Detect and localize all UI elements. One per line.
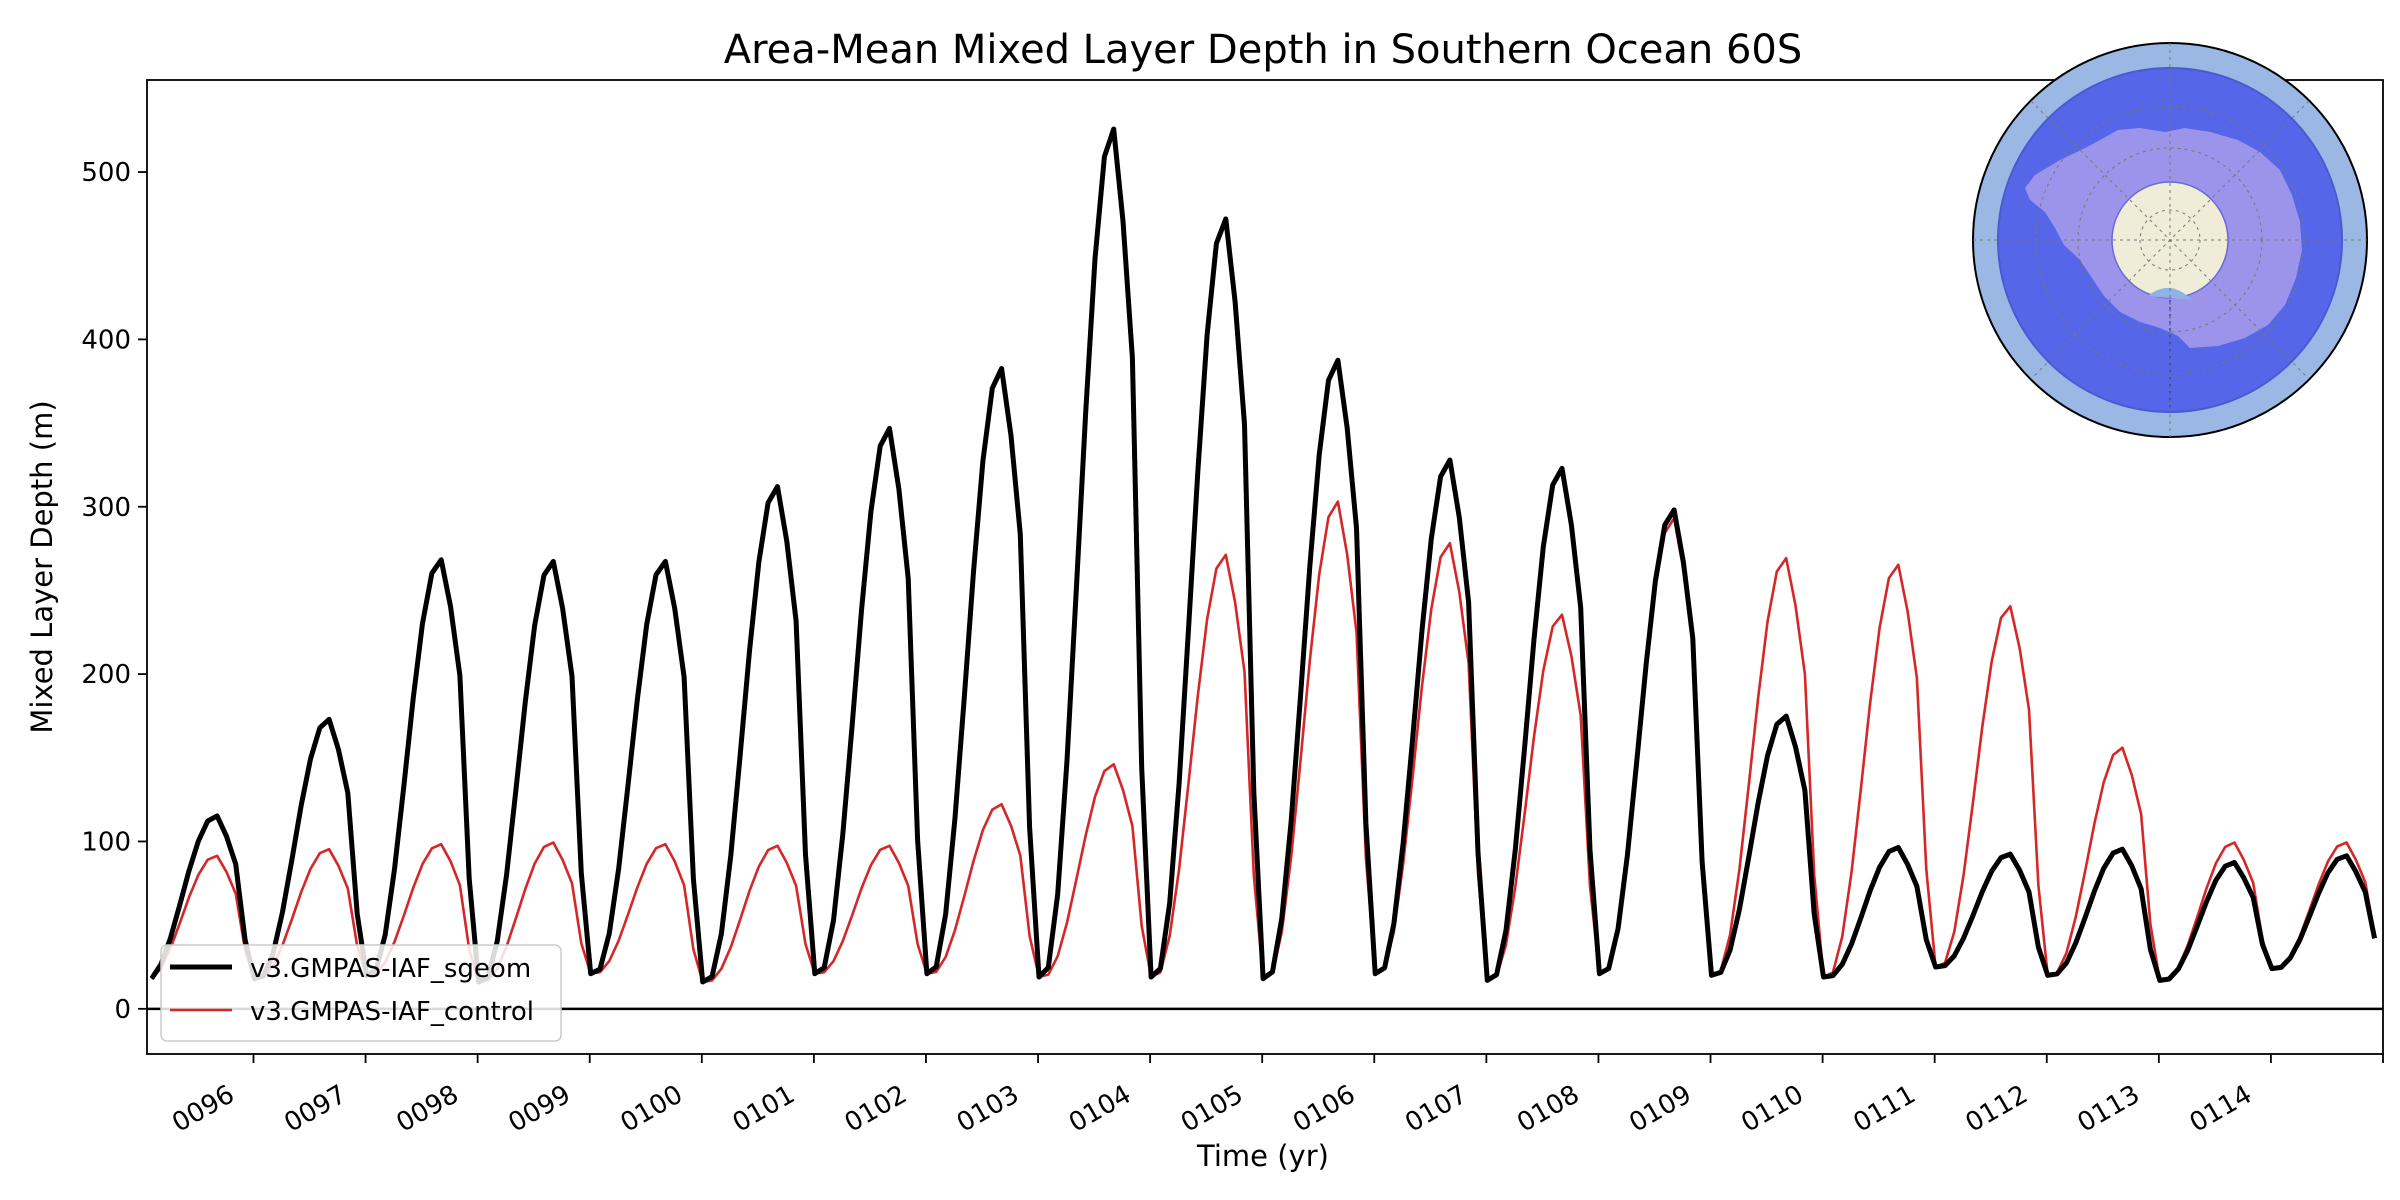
x-tick-label: 0097 [279,1080,351,1139]
y-tick-label: 400 [81,325,131,355]
plot-area [146,79,2384,1055]
x-tick-label: 0109 [1624,1080,1696,1139]
series-layer [149,126,2378,985]
x-tick-label: 0105 [1176,1080,1248,1139]
y-tick-label: 200 [81,660,131,690]
axes-frame [146,79,2384,1055]
x-tick-label: 0102 [840,1080,912,1139]
inset-gridlines [1973,43,2367,437]
x-tick-label: 0111 [1849,1080,1921,1139]
x-tick-label: 0112 [1961,1080,2033,1139]
y-axis: 0 100 200 300 400 500 [81,158,147,1025]
legend: v3.GMPAS-IAF_sgeom v3.GMPAS-IAF_control [160,944,562,1042]
x-tick-label: 0114 [2185,1080,2257,1139]
x-tick-label: 0104 [1064,1080,1136,1139]
x-tick-label: 0110 [1736,1080,1808,1139]
y-tick-label: 500 [81,158,131,188]
legend-label-sgeom: v3.GMPAS-IAF_sgeom [250,954,531,984]
chart-title: Area-Mean Mixed Layer Depth in Southern … [724,27,1803,73]
x-tick-label: 0100 [616,1080,688,1139]
x-axis: 0096 0097 0098 0099 0100 0101 0102 0103 0104 0105… [167,1054,2384,1139]
inset-ice-shelf [2148,287,2192,300]
x-tick-label: 0113 [2073,1080,2145,1139]
y-tick-label: 0 [114,995,131,1025]
legend-box [160,944,562,1042]
x-tick-label: 0108 [1512,1080,1584,1139]
x-tick-label: 0096 [167,1080,239,1139]
legend-label-control: v3.GMPAS-IAF_control [250,997,534,1027]
y-axis-label: Mixed Layer Depth (m) [25,400,59,733]
x-tick-label: 0107 [1400,1080,1472,1139]
x-tick-label: 0099 [504,1080,576,1139]
antarctica-polar-map-icon [1972,42,2368,438]
x-tick-label: 0103 [952,1080,1024,1139]
series-line-control [150,500,2376,984]
y-tick-label: 100 [81,827,131,857]
x-tick-label: 0106 [1288,1080,1360,1139]
y-tick-label: 300 [81,493,131,523]
series-line-sgeom [149,126,2378,985]
x-tick-label: 0098 [391,1080,463,1139]
x-axis-label: Time (yr) [1196,1139,1329,1173]
x-tick-label: 0101 [728,1080,800,1139]
